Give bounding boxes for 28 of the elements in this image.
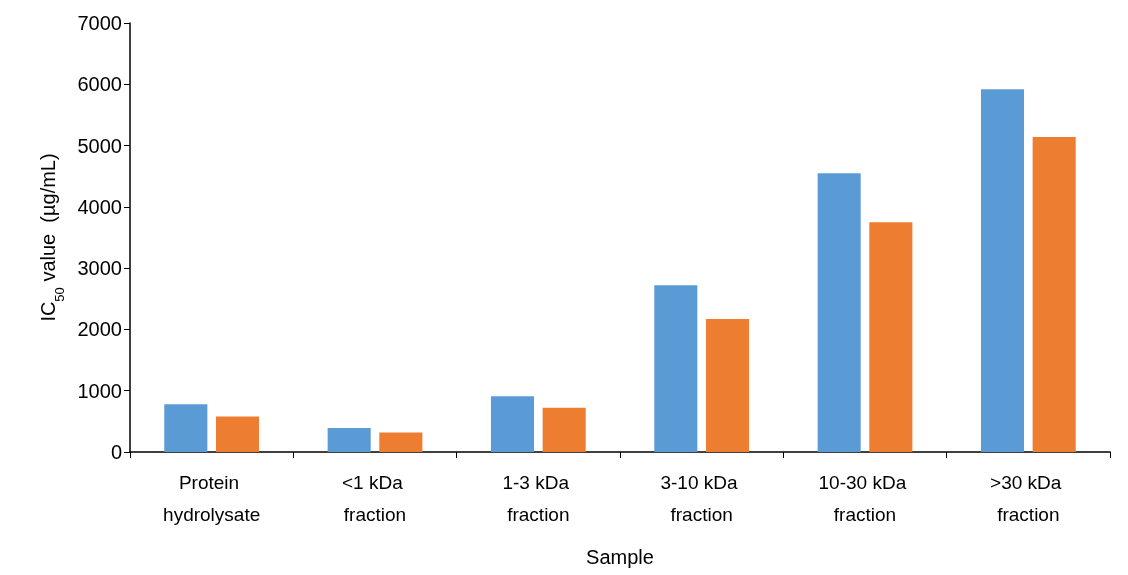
y-tick-label: 7000 <box>77 12 122 34</box>
bar <box>1032 136 1076 452</box>
x-tick-label: 3-10 kDa fraction <box>660 471 743 525</box>
x-tick-label: Protein hydrolysate <box>163 471 261 525</box>
bar <box>215 416 260 452</box>
y-tick-label: 5000 <box>77 134 122 157</box>
y-axis-title: IC50 value (µg/mL) <box>37 153 67 322</box>
y-tick-label: 1000 <box>77 379 122 402</box>
y-tick-label: 6000 <box>77 73 122 96</box>
y-tick-label: 3000 <box>77 257 122 280</box>
bar <box>980 89 1025 452</box>
x-tick-label: 1-3 kDa fraction <box>502 471 575 525</box>
x-tick-label: >30 kDa fraction <box>990 471 1067 525</box>
x-axis-title: Sample <box>586 546 654 568</box>
x-tick-label: 10-30 kDa fraction <box>818 471 912 525</box>
bar <box>542 407 586 452</box>
y-tick-label: 0 <box>110 441 122 463</box>
x-tick-label: <1 kDa fraction <box>341 471 409 525</box>
bar <box>379 432 423 452</box>
bar <box>164 404 208 452</box>
bar <box>817 173 861 452</box>
bar <box>327 428 371 452</box>
bar <box>705 319 750 452</box>
y-tick-label: 4000 <box>77 195 122 218</box>
bar <box>654 285 698 452</box>
bar <box>490 396 535 452</box>
y-tick-label: 2000 <box>77 318 122 341</box>
bar <box>869 222 913 452</box>
